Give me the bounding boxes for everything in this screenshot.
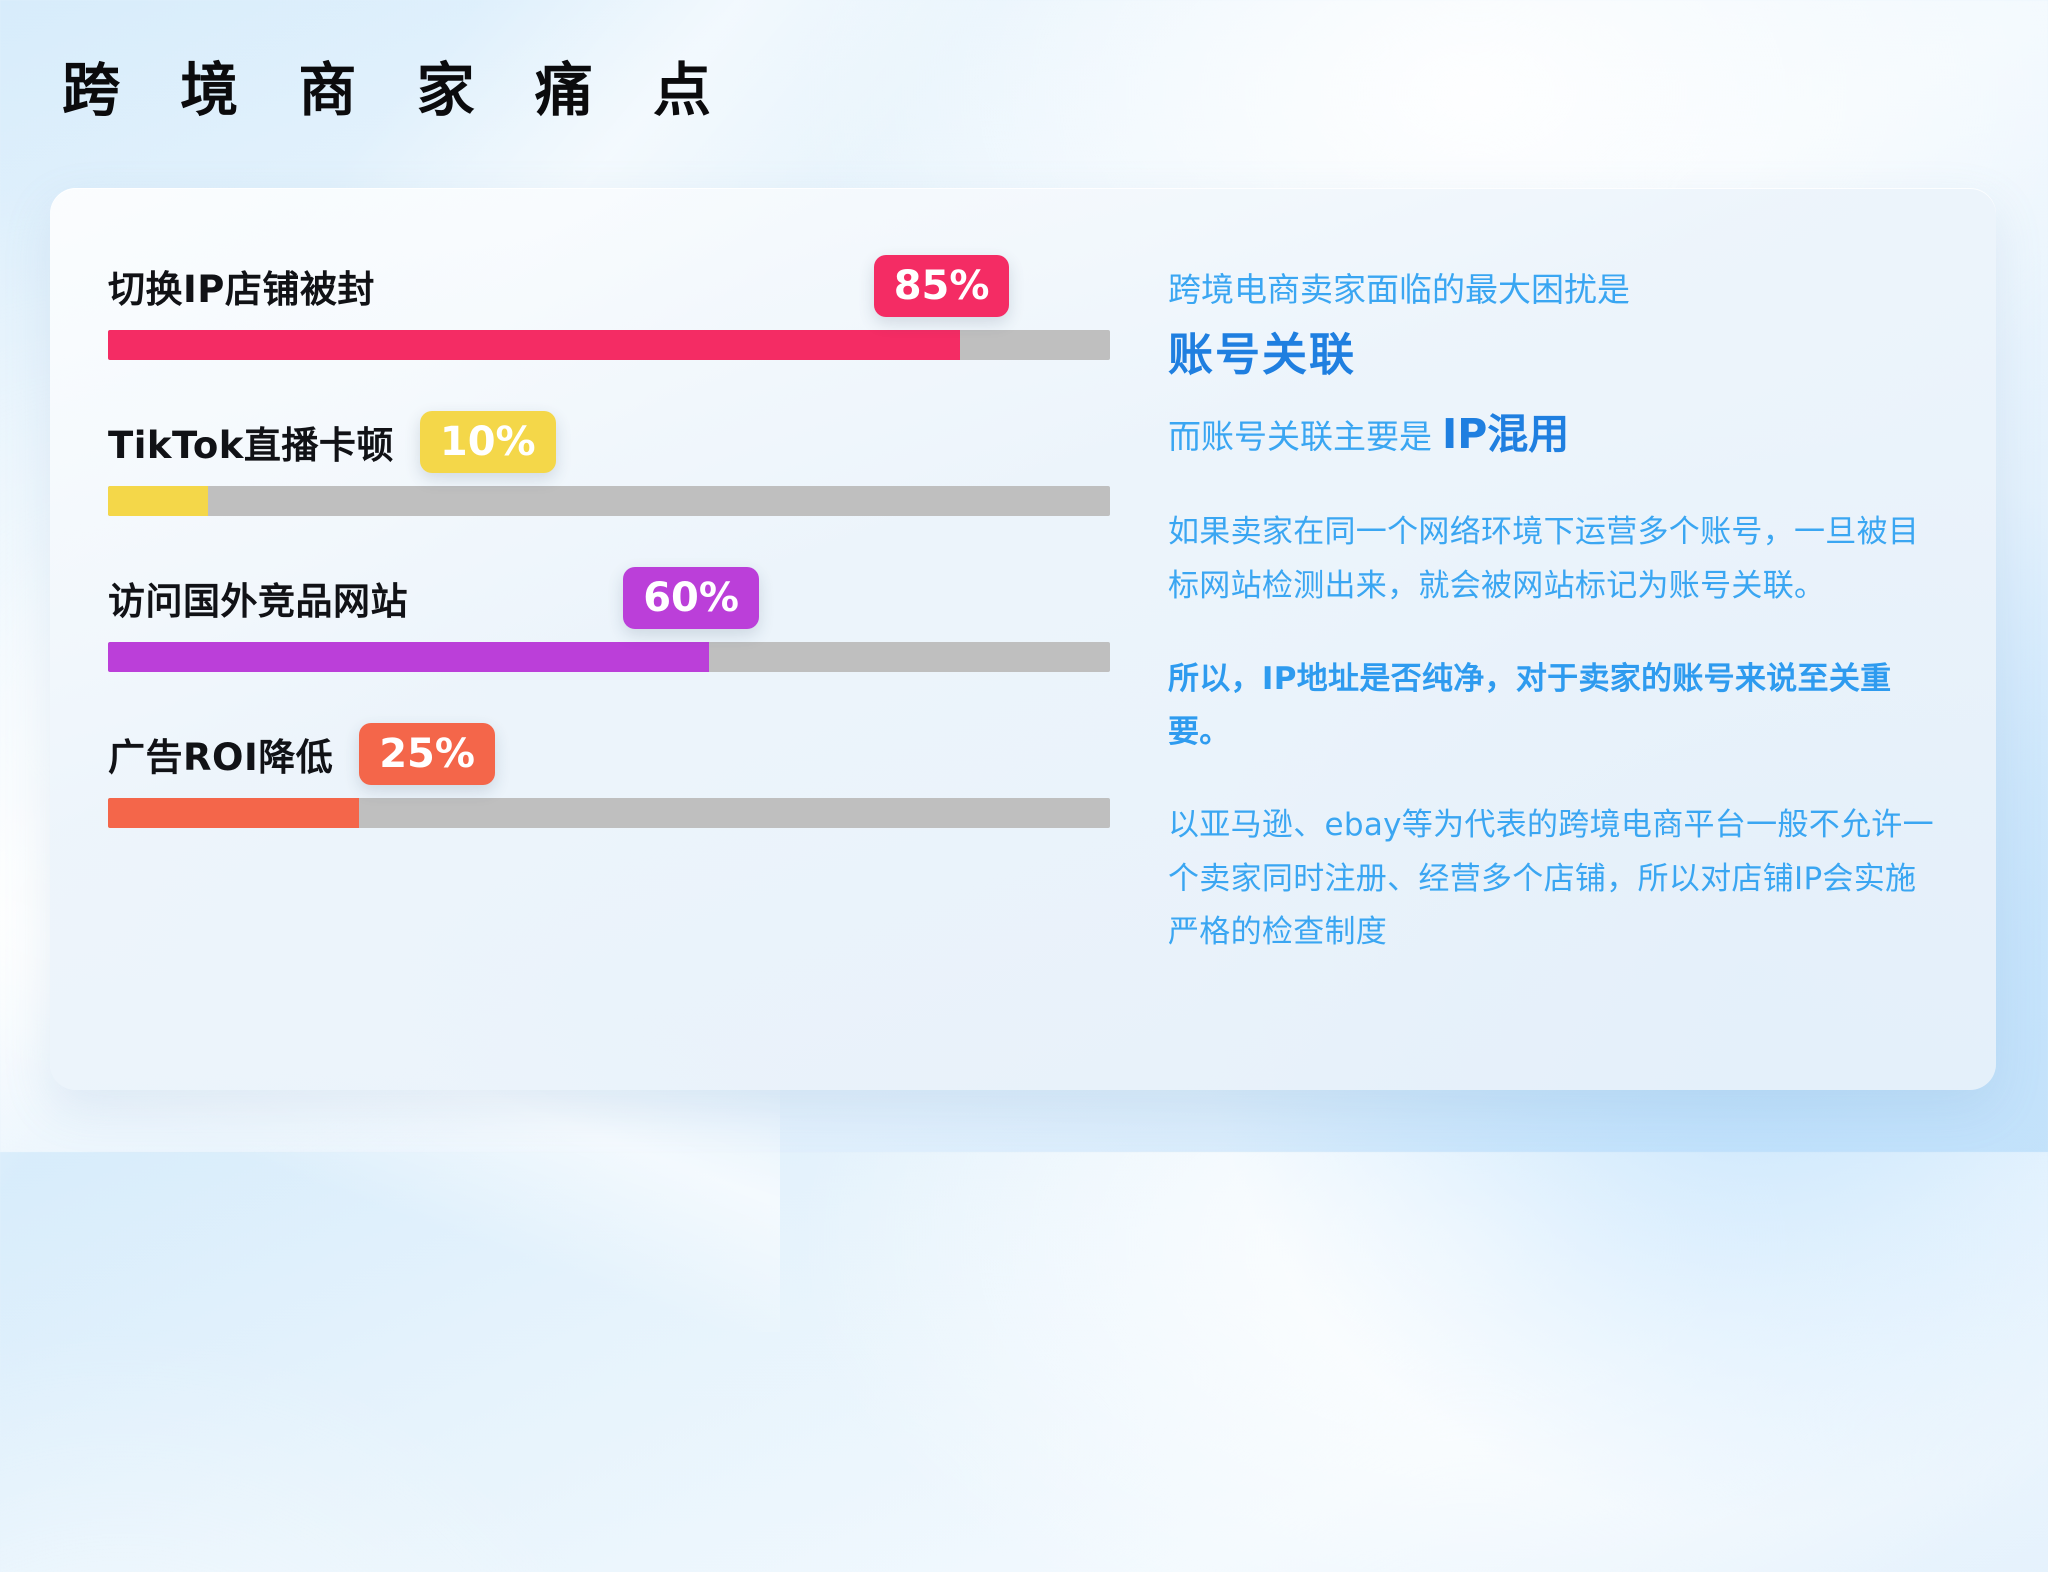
bar-row: 广告ROI降低 25% (108, 718, 1140, 828)
bar-track (108, 642, 1110, 672)
bar-header: 切换IP店铺被封 85% (108, 250, 1140, 322)
bar-fill (108, 330, 960, 360)
bar-value-badge: 60% (623, 567, 759, 629)
bar-row: 访问国外竞品网站 60% (108, 562, 1140, 672)
explanation-panel: 跨境电商卖家面临的最大困扰是 账号关联 而账号关联主要是 IP混用 如果卖家在同一… (1140, 188, 1996, 1090)
bar-header: TikTok直播卡顿 10% (108, 406, 1140, 478)
bar-fill (108, 486, 209, 516)
content-card: 切换IP店铺被封 85% TikTok直播卡顿 10% 访问国外竞品网站 60% (50, 188, 1996, 1090)
bar-value-badge: 25% (359, 723, 495, 785)
bar-track (108, 330, 1110, 360)
page-title: 跨 境 商 家 痛 点 (62, 56, 731, 124)
bar-label: TikTok直播卡顿 (108, 424, 394, 467)
lede-line-2: 而账号关联主要是 IP混用 (1168, 403, 1938, 467)
bar-label: 广告ROI降低 (108, 736, 334, 779)
paragraph-2: 所以，IP地址是否纯净，对于卖家的账号来说至关重要。 (1168, 660, 1892, 751)
bar-track (108, 486, 1110, 516)
bar-label: 切换IP店铺被封 (108, 268, 375, 311)
bar-label: 访问国外竞品网站 (108, 580, 408, 623)
bar-fill (108, 798, 359, 828)
paragraph-3: 以亚马逊、ebay等为代表的跨境电商平台一般不允许一个卖家同时注册、经营多个店铺… (1168, 807, 1934, 951)
paragraph-1: 如果卖家在同一个网络环境下运营多个账号，一旦被目标网站检测出来，就会被网站标记为… (1168, 514, 1920, 604)
lede-highlight: 账号关联 (1168, 328, 1357, 382)
bar-value-badge: 10% (419, 411, 556, 473)
bar-row: 切换IP店铺被封 85% (108, 250, 1140, 360)
bar-chart: 切换IP店铺被封 85% TikTok直播卡顿 10% 访问国外竞品网站 60% (50, 188, 1140, 1090)
lede-line-1: 跨境电商卖家面临的最大困扰是 (1168, 270, 1630, 309)
bar-value-badge: 85% (873, 255, 1010, 317)
bar-track (108, 798, 1110, 828)
lede-line-2-highlight: IP混用 (1442, 409, 1570, 458)
bar-header: 访问国外竞品网站 60% (108, 562, 1140, 634)
lede-line-2-prefix: 而账号关联主要是 (1168, 416, 1432, 456)
bar-header: 广告ROI降低 25% (108, 718, 1140, 790)
bar-fill (108, 642, 710, 672)
bar-row: TikTok直播卡顿 10% (108, 406, 1140, 516)
